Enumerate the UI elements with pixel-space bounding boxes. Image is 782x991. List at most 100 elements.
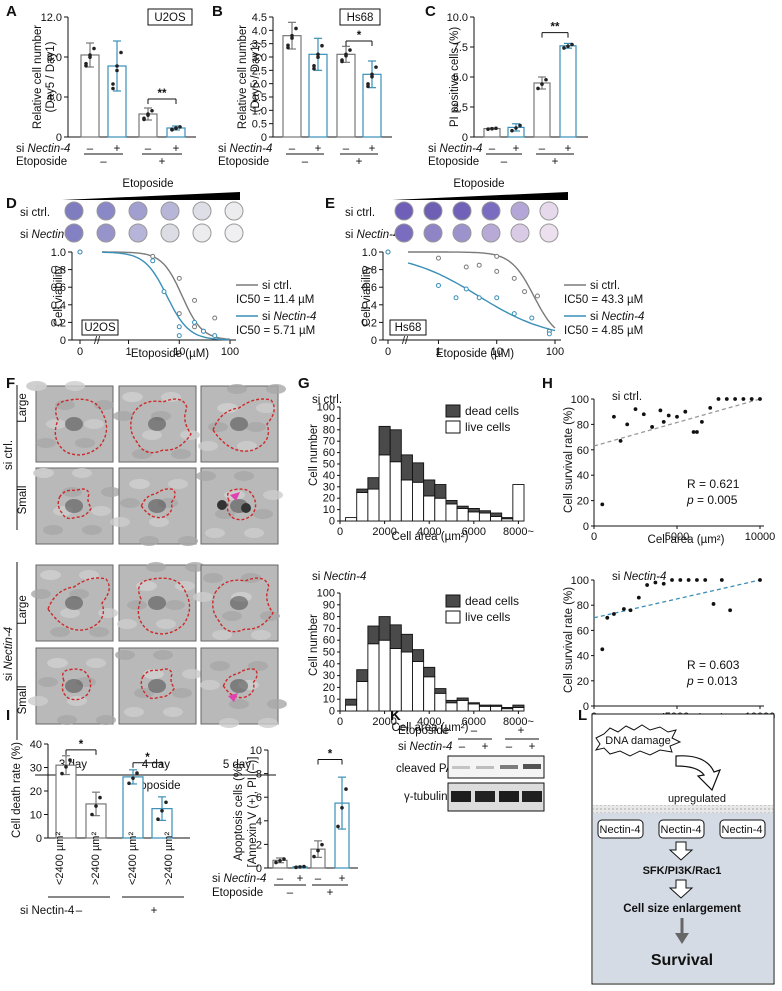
panel-h-bottom-data-point bbox=[678, 578, 683, 582]
panel-e-plot: // 0 0.2 0.4 0.6 0.8 1.0 0 1 10 100 bbox=[362, 247, 564, 358]
panel-k: Etoposide – + si Nectin-4 – + – + cleave… bbox=[396, 725, 545, 812]
panel-i-row-minus: – bbox=[76, 905, 83, 917]
panel-a-row-si: si Nectin-4 bbox=[16, 143, 70, 155]
panel-h-top-data-point bbox=[724, 397, 729, 401]
panel-f-texture bbox=[48, 658, 68, 668]
panel-g-top-y-tick-label: 20 bbox=[323, 493, 335, 505]
panel-b-replicate-dot bbox=[320, 43, 324, 48]
panel-g-top-legend-dead-swatch bbox=[445, 404, 461, 418]
panel-e-data-point bbox=[476, 295, 482, 301]
panel-a-replicate-dot bbox=[88, 53, 92, 57]
panel-f-cell-outline bbox=[226, 488, 257, 521]
panel-e-legend-ctrl-ic50: IC50 = 43.3 µM bbox=[564, 294, 643, 306]
panel-g-top-bar-dead bbox=[490, 512, 503, 517]
panel-f-texture bbox=[57, 715, 77, 725]
panel-j-replicate-dot bbox=[336, 824, 340, 829]
panel-i-row-plus: + bbox=[151, 905, 158, 917]
panel-f-texture bbox=[171, 449, 191, 459]
panel-h-top-data-point bbox=[666, 413, 671, 418]
panel-f-cell-outline bbox=[137, 577, 191, 635]
panel-e-well bbox=[539, 223, 559, 243]
panel-f-texture bbox=[134, 688, 154, 698]
panel-g-bottom-y-tick-label: 30 bbox=[323, 670, 335, 682]
panel-f-texture bbox=[98, 608, 118, 618]
panel-f-texture bbox=[130, 479, 150, 489]
panel-c-row-si: si Nectin-4 bbox=[428, 143, 482, 155]
panel-b-cell-tag-box bbox=[339, 8, 381, 26]
panel-d-data-point bbox=[176, 311, 182, 317]
panel-f-texture bbox=[28, 696, 48, 706]
panel-j-si-sign: + bbox=[297, 873, 304, 885]
panel-k-parp-band-3 bbox=[500, 765, 518, 769]
panel-e-well bbox=[481, 223, 501, 243]
panel-a-row-etoposide: Etoposide bbox=[16, 156, 67, 168]
panel-g-bottom-bar-dead bbox=[367, 625, 380, 645]
panel-g-bottom-y-tick-label: 70 bbox=[323, 623, 335, 635]
panel-c-sig-label: ** bbox=[551, 22, 560, 34]
panel-k-eto-plus: + bbox=[518, 725, 525, 737]
panel-d-y-tick-label: 1.0 bbox=[51, 247, 66, 259]
panel-i-replicate-dot bbox=[60, 771, 64, 776]
panel-l-survival: Survival bbox=[651, 952, 713, 969]
panel-b-y-tick-label: 1.5 bbox=[252, 92, 267, 104]
panel-e-well bbox=[481, 201, 501, 221]
panel-f-texture bbox=[144, 669, 164, 679]
panel-d-x-tick-label: 0 bbox=[77, 346, 83, 358]
panel-h-top-data-point bbox=[650, 425, 654, 429]
panel-f-texture bbox=[113, 411, 133, 421]
panel-f-texture bbox=[182, 669, 202, 679]
panel-b-y-tick-label: 3.0 bbox=[252, 52, 267, 64]
panel-d-data-point bbox=[192, 297, 198, 303]
panel-h: 0 20 40 60 80 100 0 5000 10000 0 20 40 60 80 100 0 5000… bbox=[563, 391, 775, 725]
panel-h-top-data-point bbox=[741, 397, 746, 401]
panel-d-well-row-nectin: si Nectin-4 bbox=[20, 229, 74, 241]
panel-g-bottom-bar-dead bbox=[400, 633, 413, 653]
panel-f-texture bbox=[172, 688, 192, 698]
panel-f-texture bbox=[123, 392, 143, 402]
panel-f-cell-outline bbox=[61, 668, 92, 701]
panel-a-replicate-dot bbox=[115, 64, 119, 68]
panel-a-ylabel-1: Relative cell number bbox=[32, 25, 44, 129]
panel-k-si-1: – bbox=[459, 741, 466, 753]
panel-l-nectin-2: Nectin-4 bbox=[661, 824, 702, 836]
panel-c-condition-signs: – + – +– + bbox=[486, 143, 574, 168]
panel-g-bottom-bar-live bbox=[367, 643, 380, 712]
panel-g-bottom-legend-dead-swatch bbox=[445, 594, 461, 608]
panel-g-top-bar-dead bbox=[456, 505, 469, 509]
panel-a-replicate-dot bbox=[111, 82, 115, 86]
panel-g-top-bar-live bbox=[345, 517, 358, 522]
panel-f-size-small-2: Small bbox=[17, 686, 29, 715]
panel-g-top-x-tick-label: 6000 bbox=[462, 526, 486, 538]
panel-j-si-sign: + bbox=[339, 873, 346, 885]
panel-g-top-bar-live bbox=[467, 511, 480, 522]
panel-d-well bbox=[192, 223, 212, 243]
panel-g-top-bar-live bbox=[367, 488, 380, 522]
panel-d-x-tick-label: 100 bbox=[221, 346, 239, 358]
panel-h-top-plot: 0 20 40 60 80 100 0 5000 10000 bbox=[571, 394, 776, 543]
panel-b-y-tick-label: 3.5 bbox=[252, 39, 267, 51]
panel-a-y-tick-label: 12.0 bbox=[41, 12, 62, 24]
panel-b-replicate-dot bbox=[316, 52, 320, 57]
panel-f-size-large-2: Large bbox=[17, 595, 29, 624]
panel-h-bottom-data-point bbox=[695, 578, 699, 582]
panel-letter-c: C bbox=[425, 3, 436, 20]
panel-j-si-sign: – bbox=[277, 873, 284, 885]
panel-h-top-y-tick-label: 20 bbox=[577, 496, 589, 508]
panel-f-texture bbox=[60, 608, 80, 618]
panel-g-bottom-bar-dead bbox=[345, 698, 358, 706]
panel-a-y-tick-label: 0 bbox=[56, 132, 62, 144]
panel-f-cell-outline bbox=[212, 577, 274, 633]
panel-h-top-data-point bbox=[625, 422, 630, 427]
panel-b-row-etoposide: Etoposide bbox=[218, 156, 269, 168]
panel-c-plot: 0 2.5 5.0 7.5 10.0 ** bbox=[447, 12, 588, 144]
panel-l-nectin-box-2 bbox=[658, 819, 705, 839]
panel-e-well bbox=[394, 201, 414, 221]
panel-f-texture bbox=[115, 650, 135, 660]
panel-l-pathway: SFK/PI3K/Rac1 bbox=[643, 865, 722, 877]
panel-g-top-y-tick-label: 10 bbox=[323, 504, 335, 516]
panel-l-cytoplasm bbox=[593, 812, 773, 983]
panel-i-replicate-dot bbox=[131, 776, 135, 780]
panel-f-nucleus bbox=[65, 596, 83, 610]
panel-g-bottom-title: si Nectin-4 bbox=[312, 571, 366, 583]
